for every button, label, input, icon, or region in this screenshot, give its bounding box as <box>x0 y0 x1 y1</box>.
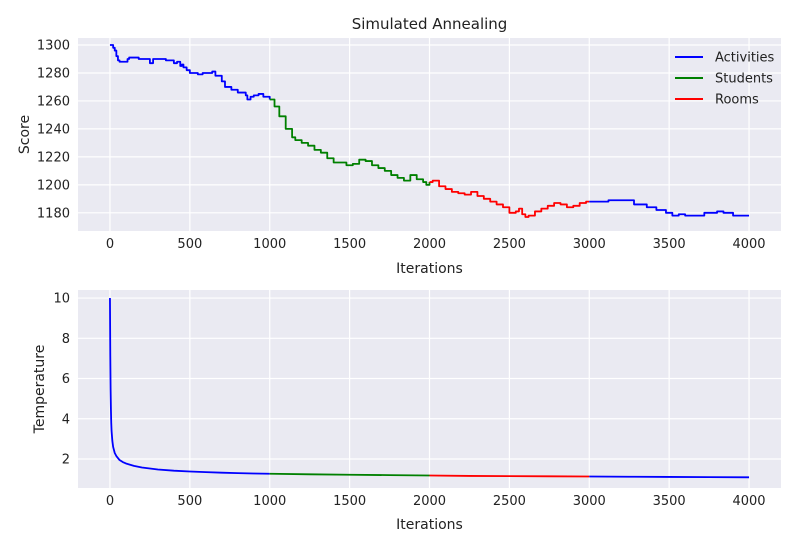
y-axis-label: Score <box>17 115 33 154</box>
series-line-activities <box>109 44 271 101</box>
score-chart: 0 500 1000 1500 2000 2500 3000 3500 4000 1180 120… <box>17 15 781 277</box>
x-tick-label: 4000 <box>732 237 765 252</box>
series-line-segment-2 <box>429 474 590 478</box>
series-line-segment-3 <box>589 475 750 479</box>
series-line-segment-1 <box>269 472 430 477</box>
y-tick-label: 6 <box>62 372 70 387</box>
x-axis-label: Iterations <box>396 517 463 533</box>
y-tick-label: 1240 <box>37 122 70 137</box>
x-tick-label: 3500 <box>653 494 686 509</box>
y-tick-label: 1220 <box>37 150 70 165</box>
series-line-rooms <box>429 179 590 218</box>
x-tick-label: 500 <box>177 494 202 509</box>
x-tick-label: 0 <box>106 494 114 509</box>
legend-entry: Rooms <box>715 93 759 108</box>
chart-title: Simulated Annealing <box>352 15 508 33</box>
y-tick-label: 1200 <box>37 178 70 193</box>
x-tick-label: 1500 <box>333 494 366 509</box>
x-tick-label: 2000 <box>413 494 446 509</box>
x-tick-label: 500 <box>177 237 202 252</box>
x-tick-label: 1000 <box>253 237 286 252</box>
x-tick-labels: 0 500 1000 1500 2000 2500 3000 3500 4000 <box>106 494 766 509</box>
x-tick-label: 2500 <box>493 237 526 252</box>
grid-lines <box>78 290 781 488</box>
series-lines <box>109 44 750 218</box>
series-line-students <box>269 98 431 186</box>
y-tick-label: 1260 <box>37 94 70 109</box>
y-tick-label: 2 <box>62 453 70 468</box>
legend-entry: Activities <box>715 51 775 66</box>
series-line-segment-3 <box>589 199 750 217</box>
y-tick-label: 4 <box>62 412 70 427</box>
series-line-segment-0 <box>109 298 270 475</box>
legend: Activities Students Rooms <box>675 51 775 108</box>
temperature-chart: 0 500 1000 1500 2000 2500 3000 3500 4000 246810 … <box>32 290 781 533</box>
y-tick-label: 1180 <box>37 206 70 221</box>
x-tick-label: 3000 <box>573 237 606 252</box>
y-axis-label: Temperature <box>32 345 48 435</box>
series-lines <box>109 298 750 479</box>
x-tick-label: 3500 <box>653 237 686 252</box>
x-tick-labels: 0 500 1000 1500 2000 2500 3000 3500 4000 <box>106 237 766 252</box>
x-tick-label: 1500 <box>333 237 366 252</box>
y-tick-labels: 1180 1200 1220 1240 1260 1280 1300 <box>37 38 70 221</box>
x-tick-label: 0 <box>106 237 114 252</box>
x-tick-label: 1000 <box>253 494 286 509</box>
y-tick-label: 1300 <box>37 38 70 53</box>
x-tick-label: 2500 <box>493 494 526 509</box>
y-tick-label: 1280 <box>37 66 70 81</box>
legend-entry: Students <box>715 72 773 87</box>
x-tick-label: 4000 <box>732 494 765 509</box>
x-tick-label: 2000 <box>413 237 446 252</box>
y-tick-labels: 2 4 6 8 10 <box>53 292 70 468</box>
y-tick-label: 8 <box>62 332 70 347</box>
x-axis-label: Iterations <box>396 261 463 277</box>
x-tick-label: 3000 <box>573 494 606 509</box>
y-tick-label: 10 <box>53 292 70 307</box>
